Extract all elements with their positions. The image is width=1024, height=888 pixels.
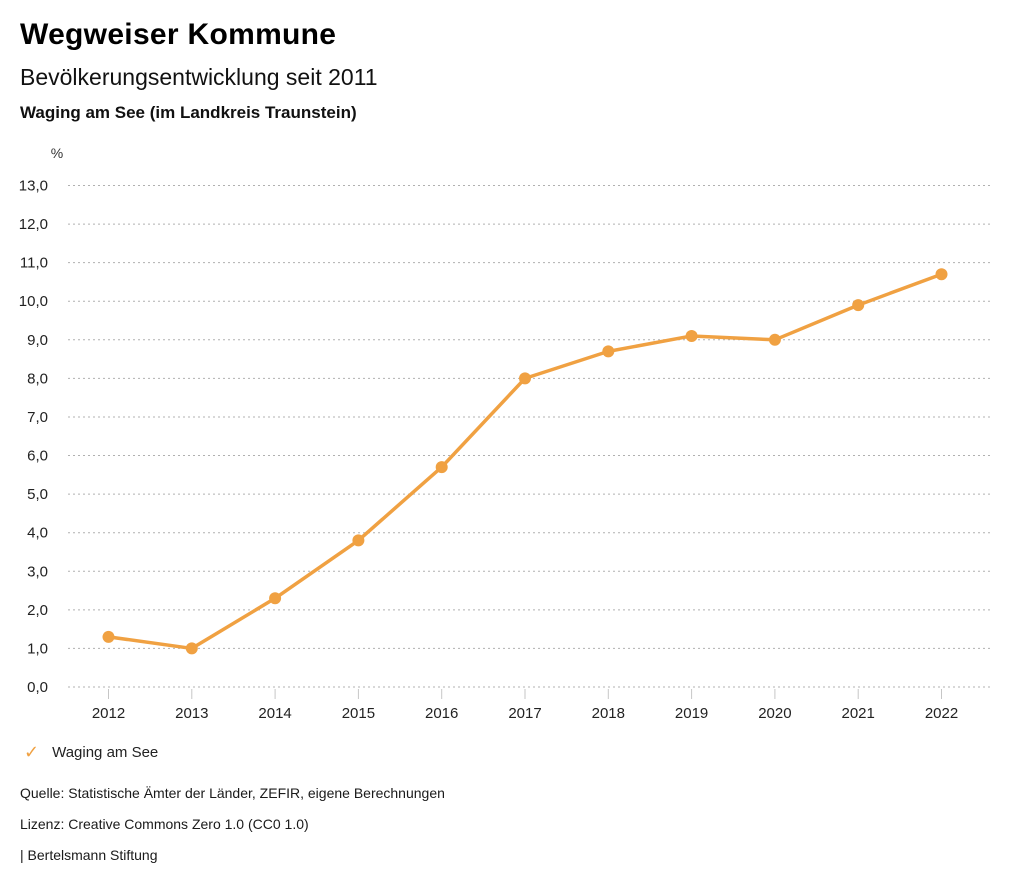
y-axis-tick-label: 3,0 — [27, 563, 48, 580]
legend-label: Waging am See — [52, 743, 159, 761]
chart-title: Bevölkerungsentwicklung seit 2011 — [20, 64, 378, 90]
data-point-2014[interactable] — [269, 592, 282, 605]
y-axis-tick-label: 10,0 — [19, 293, 48, 310]
x-axis-tick-label: 2013 — [175, 705, 208, 722]
line-chart-canvas: % 0,0 1,0 2,0 3,0 4,0 5,0 6,0 7,0 8,0 9,0 10,0 11,0 1… — [19, 145, 990, 722]
y-axis-tick-label: 11,0 — [20, 255, 48, 272]
x-axis-tick-label: 2021 — [842, 705, 875, 722]
x-axis-tick-label: 2015 — [342, 705, 375, 722]
x-axis-tick-label: 2012 — [92, 705, 125, 722]
x-axis-tick-label: 2020 — [758, 705, 791, 722]
y-axis-tick-label: 2,0 — [27, 602, 48, 619]
y-axis-tick-label: 12,0 — [19, 216, 48, 233]
data-point-2020[interactable] — [768, 333, 781, 346]
population-line-chart: % 0,0 1,0 2,0 3,0 4,0 5,0 6,0 7,0 8,0 9,0 10,0 11,0 1… — [0, 140, 1024, 740]
y-axis-tick-label: 9,0 — [27, 332, 48, 349]
x-axis-tick-label: 2014 — [258, 705, 291, 722]
y-axis-tick-label: 8,0 — [27, 370, 48, 387]
data-point-2016[interactable] — [435, 461, 448, 474]
data-point-2017[interactable] — [519, 372, 531, 385]
y-axis-tick-label: 5,0 — [27, 486, 48, 503]
chart-subtitle: Waging am See (im Landkreis Traunstein) — [20, 103, 357, 122]
series-line-waging-am-see — [106, 272, 944, 651]
data-point-2015[interactable] — [352, 534, 365, 547]
x-axis-tick-label: 2016 — [425, 705, 458, 722]
y-axis-tick-label: 0,0 — [27, 679, 48, 696]
y-axis-tick-label: 1,0 — [27, 640, 48, 657]
data-point-2021[interactable] — [852, 299, 865, 312]
data-point-2013[interactable] — [185, 642, 198, 655]
license-note: Lizenz: Creative Commons Zero 1.0 (CC0 1… — [20, 816, 309, 832]
source-note: Quelle: Statistische Ämter der Länder, Z… — [20, 785, 445, 801]
x-axis-tick-label: 2018 — [592, 705, 625, 722]
y-axis-tick-label: 7,0 — [27, 409, 48, 426]
y-axis-tick-label: 4,0 — [27, 525, 48, 542]
data-point-2018[interactable] — [602, 345, 615, 358]
x-axis-tick-label: 2019 — [675, 705, 708, 722]
x-axis-tick-label: 2022 — [925, 705, 958, 722]
data-point-2022[interactable] — [935, 268, 948, 281]
legend-item-waging-am-see[interactable]: ✓ Waging am See — [24, 743, 158, 761]
y-axis-tick-label: 6,0 — [27, 448, 48, 465]
x-axis-tick-label: 2017 — [508, 705, 541, 722]
data-point-2019[interactable] — [685, 329, 698, 342]
y-axis-tick-label: 13,0 — [19, 178, 48, 195]
y-axis-unit-label: % — [51, 145, 63, 161]
page-title: Wegweiser Kommune — [20, 18, 337, 51]
attribution-note: | Bertelsmann Stiftung — [20, 847, 158, 863]
legend-check-icon: ✓ — [24, 742, 40, 762]
data-point-2012[interactable] — [102, 630, 115, 643]
